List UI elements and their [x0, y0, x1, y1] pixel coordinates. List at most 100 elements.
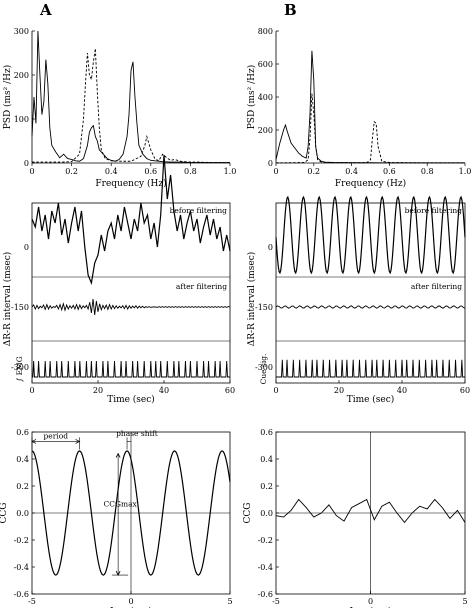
- B-psd-xtick-label: 1.0: [459, 167, 472, 176]
- B-ccg-ytick-label: 0.2: [260, 482, 273, 491]
- A-psd-axes: [31, 31, 230, 164]
- A-ccg-ylabel: CCG: [0, 503, 9, 524]
- A-ccg-xlabel: Lag (sec): [110, 606, 152, 608]
- panel-label-a: A: [39, 1, 52, 19]
- B-ccg-xtick-label: 5: [462, 597, 467, 606]
- B-rr-after-trace: [275, 305, 466, 309]
- A-psd-xtick-label: 0.4: [105, 167, 118, 176]
- B-ccg-ytick-label: -0.4: [258, 563, 273, 572]
- B-psd-ytick-label: 800: [258, 27, 273, 36]
- A-ccg-phase-label: phase shift: [116, 429, 158, 438]
- A-psd-xlabel: Frequency (Hz): [95, 178, 166, 189]
- B-rr-pulse-label: Cue sig.: [259, 354, 268, 385]
- B-rr-frame: [275, 202, 466, 384]
- A-ccg-xtick-label: 5: [227, 597, 232, 606]
- B-rr-note-after: after filtering: [411, 282, 462, 291]
- B-psd-xtick-label: 0.8: [421, 167, 434, 176]
- B-rr-xtick-label: 60: [460, 386, 470, 395]
- A-ccg-ytick-label: 0.0: [16, 509, 29, 518]
- A-rr-after-trace: [31, 298, 231, 316]
- B-psd-ytick-label: 0: [268, 159, 273, 168]
- A-ccg-ytick-label: 0.6: [16, 428, 29, 437]
- A-ccg-series-line: [31, 450, 231, 576]
- B-ccg-ytick-label: -0.2: [258, 536, 273, 545]
- B-psd-ylabel: PSD (ms² /Hz): [246, 65, 257, 130]
- B-ccg-chart: -5 0 5 -0.6 -0.4 -0.2 0.0 0.2 0.4 0.6 Lag (sec) CCG: [243, 428, 468, 608]
- A-psd-ytick-label: 0: [24, 159, 29, 168]
- B-psd-series-1-line: [275, 93, 465, 164]
- B-rr-xtick-label: 40: [397, 386, 407, 395]
- A-ccg-xtick-label: -5: [28, 597, 36, 606]
- B-ccg-ytick-label: -0.6: [258, 590, 273, 599]
- B-rr-cue-trace: [276, 359, 465, 378]
- A-rr-xlabel: Time (sec): [107, 394, 155, 405]
- B-psd-ytick-label: 400: [258, 93, 273, 102]
- B-psd-xtick-label: 0.4: [345, 167, 358, 176]
- A-psd-xtick-label: 0.6: [144, 167, 157, 176]
- A-psd-series-0-line: [31, 30, 230, 164]
- B-ccg-ytick-label: 0.0: [260, 509, 273, 518]
- A-ccg-ytick-label: 0.2: [16, 482, 29, 491]
- A-rr-frame: [31, 202, 231, 384]
- A-psd-series-1-line: [32, 48, 230, 164]
- A-psd-ylabel: PSD (ms² /Hz): [2, 65, 13, 130]
- B-psd-ytick-label: 200: [258, 126, 273, 135]
- A-rr-note-before: before filtering: [170, 206, 228, 215]
- B-rr-ytick-label: -150: [255, 303, 273, 312]
- A-ccg-chart: -5 0 5 -0.6 -0.4 -0.2 0.0 0.2 0.4 0.6 Lag (sec) CCG…: [0, 428, 233, 608]
- A-ccg-max-arrowhead-top: [115, 452, 121, 458]
- B-rr-before-trace: [275, 195, 466, 275]
- A-rr-emg-trace: [32, 360, 230, 378]
- B-psd-series-0-line: [275, 50, 465, 164]
- A-ccg-ytick-label: -0.2: [14, 536, 29, 545]
- B-ccg-ylabel: CCG: [243, 503, 253, 524]
- B-rr-chart: 0 20 40 60 -300 -150 0 before filtering after fi…: [246, 195, 470, 405]
- A-psd-xtick-label: 1.0: [224, 167, 237, 176]
- B-psd-axes: [275, 31, 465, 164]
- A-ccg-max-label: CCGmax: [103, 499, 137, 508]
- B-psd-xlabel: Frequency (Hz): [335, 178, 406, 189]
- A-ccg-ytick-label: -0.6: [14, 590, 29, 599]
- B-rr-ylabel: ΔR-R interval (msec): [246, 252, 257, 347]
- A-psd-ytick-label: 100: [14, 115, 29, 124]
- A-rr-before-trace: [31, 154, 231, 286]
- B-rr-ytick-label: -300: [255, 363, 273, 372]
- B-rr-ytick-label: 0: [268, 243, 273, 252]
- B-rr-xtick-label: 20: [334, 386, 344, 395]
- A-rr-ytick-label: -150: [11, 303, 29, 312]
- panel-label-b: B: [284, 1, 297, 19]
- A-psd-ytick-label: 300: [14, 27, 29, 36]
- A-ccg-period-label: period: [43, 431, 68, 440]
- B-ccg-xtick-label: 0: [368, 597, 373, 606]
- A-psd-xtick-label: 0: [29, 167, 34, 176]
- B-rr-xlabel: Time (sec): [347, 394, 395, 405]
- B-psd-xtick-label: 0.2: [307, 167, 320, 176]
- A-rr-xtick-label: 60: [225, 386, 235, 395]
- B-psd-xtick-label: 0: [273, 167, 278, 176]
- A-psd-xtick-label: 0.2: [65, 167, 78, 176]
- B-rr-xtick-label: 0: [273, 386, 278, 395]
- A-psd-chart: 0 0.2 0.4 0.6 0.8 1.0 0 100 200 300 Frequency (Hz)…: [2, 27, 236, 189]
- A-rr-ylabel: ΔR-R interval (msec): [2, 252, 13, 347]
- A-psd-xtick-label: 0.8: [184, 167, 197, 176]
- B-ccg-xtick-label: -5: [272, 597, 280, 606]
- A-ccg-ytick-label: 0.4: [16, 455, 29, 464]
- A-ccg-xtick-label: 0: [128, 597, 133, 606]
- A-rr-ytick-label: -300: [11, 363, 29, 372]
- B-psd-xtick-label: 0.6: [383, 167, 396, 176]
- A-psd-ytick-label: 200: [14, 71, 29, 80]
- A-rr-note-after: after filtering: [176, 282, 227, 291]
- A-rr-pulse-label: ∫ EMG: [15, 356, 24, 382]
- A-rr-xtick-label: 0: [29, 386, 34, 395]
- B-ccg-ytick-label: 0.4: [260, 455, 273, 464]
- B-ccg-xlabel: Lag (sec): [350, 606, 392, 608]
- A-rr-chart: 0 20 40 60 -300 -150 0 before filtering after fi…: [2, 154, 235, 405]
- A-rr-ytick-label: 0: [24, 243, 29, 252]
- A-rr-xtick-label: 20: [93, 386, 103, 395]
- B-psd-ytick-label: 600: [258, 60, 273, 69]
- B-ccg-ytick-label: 0.6: [260, 428, 273, 437]
- B-rr-note-before: before filtering: [405, 206, 463, 215]
- A-rr-xtick-label: 40: [159, 386, 169, 395]
